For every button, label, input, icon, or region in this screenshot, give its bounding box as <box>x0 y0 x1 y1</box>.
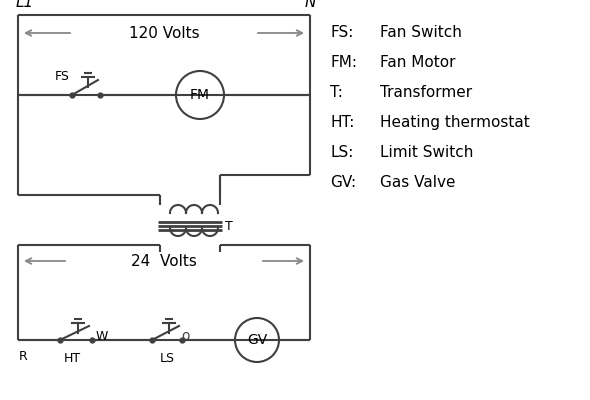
Text: T: T <box>225 220 232 232</box>
Text: GV:: GV: <box>330 175 356 190</box>
Text: FM:: FM: <box>330 55 357 70</box>
Text: FS: FS <box>55 70 70 84</box>
Text: o: o <box>182 329 190 343</box>
Text: HT:: HT: <box>330 115 355 130</box>
Text: 24  Volts: 24 Volts <box>131 254 197 268</box>
Text: GV: GV <box>247 333 267 347</box>
Text: FS:: FS: <box>330 25 353 40</box>
Text: W: W <box>96 330 109 342</box>
Text: FM: FM <box>190 88 210 102</box>
Text: LS:: LS: <box>330 145 353 160</box>
Text: HT: HT <box>64 352 81 365</box>
Text: N: N <box>304 0 316 10</box>
Text: 120 Volts: 120 Volts <box>129 26 199 40</box>
Text: Heating thermostat: Heating thermostat <box>380 115 530 130</box>
Text: R: R <box>19 350 28 363</box>
Text: T:: T: <box>330 85 343 100</box>
Text: Transformer: Transformer <box>380 85 472 100</box>
Text: Fan Switch: Fan Switch <box>380 25 462 40</box>
Text: Limit Switch: Limit Switch <box>380 145 473 160</box>
Text: LS: LS <box>159 352 175 365</box>
Text: L1: L1 <box>16 0 34 10</box>
Text: Gas Valve: Gas Valve <box>380 175 455 190</box>
Text: Fan Motor: Fan Motor <box>380 55 455 70</box>
